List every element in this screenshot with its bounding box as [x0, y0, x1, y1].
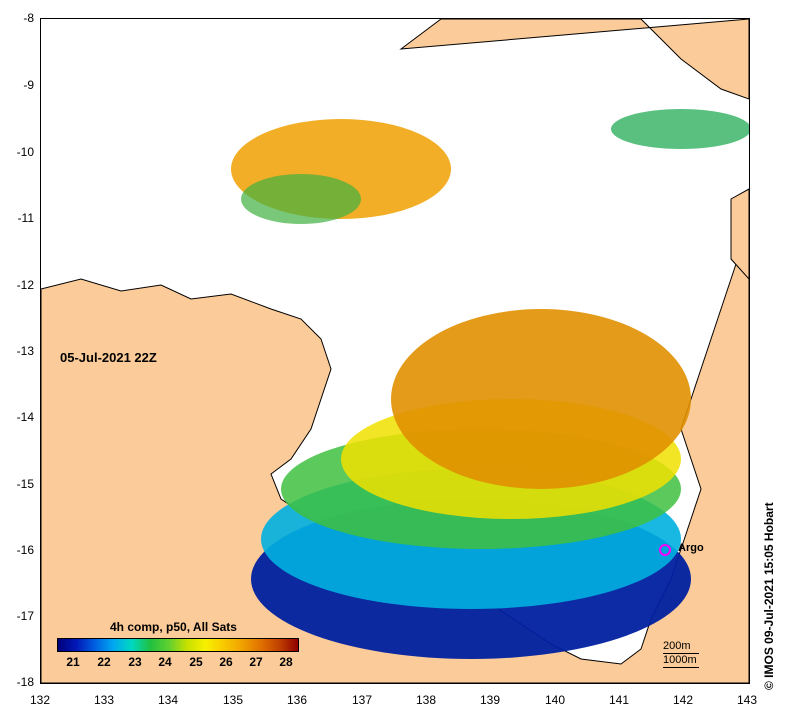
x-tick: 132: [29, 693, 51, 707]
x-tick: 143: [736, 693, 758, 707]
colorbar: [57, 638, 299, 652]
y-tick: -14: [16, 410, 34, 424]
colorbar-label: 27: [249, 655, 263, 669]
colorbar-label: 28: [279, 655, 293, 669]
bathymetry-200-label: 200m: [663, 640, 691, 652]
argo-label: Argo: [678, 542, 704, 554]
legend-title: 4h comp, p50, All Sats: [110, 620, 237, 634]
x-tick: 133: [93, 693, 115, 707]
bathymetry-1000-line: [663, 667, 699, 668]
y-tick: -15: [16, 477, 34, 491]
y-tick: -8: [23, 11, 34, 25]
x-tick: 142: [672, 693, 694, 707]
map-frame: [40, 18, 750, 684]
sst-map: [41, 19, 749, 683]
x-tick: 140: [544, 693, 566, 707]
y-tick: -16: [16, 543, 34, 557]
y-tick: -10: [16, 145, 34, 159]
y-tick: -17: [16, 609, 34, 623]
x-tick: 141: [608, 693, 630, 707]
y-tick: -13: [16, 344, 34, 358]
bathymetry-200-line: [663, 653, 699, 654]
colorbar-label: 25: [189, 655, 203, 669]
x-tick: 134: [157, 693, 179, 707]
colorbar-label: 24: [158, 655, 172, 669]
colorbar-label: 23: [128, 655, 142, 669]
colorbar-label: 21: [66, 655, 80, 669]
bathymetry-1000-label: 1000m: [663, 654, 697, 666]
y-tick: -12: [16, 278, 34, 292]
y-tick: -9: [23, 78, 34, 92]
x-tick: 138: [415, 693, 437, 707]
colorbar-label: 22: [97, 655, 111, 669]
sst-ne-band: [611, 109, 749, 149]
argo-marker-icon: [659, 544, 671, 556]
y-tick: -11: [17, 211, 34, 225]
x-tick: 137: [351, 693, 373, 707]
imos-credit: © IMOS 09-Jul-2021 15:05 Hobart: [762, 502, 776, 690]
map-timestamp: 05-Jul-2021 22Z: [60, 350, 157, 365]
colorbar-label: 26: [219, 655, 233, 669]
sst-warm-core: [391, 309, 691, 489]
y-tick: -18: [16, 675, 34, 689]
x-tick: 136: [286, 693, 308, 707]
x-tick: 139: [479, 693, 501, 707]
sst-north-green: [241, 174, 361, 224]
land-north-east: [399, 19, 749, 100]
x-tick: 135: [222, 693, 244, 707]
land-east-cape: [730, 188, 749, 280]
